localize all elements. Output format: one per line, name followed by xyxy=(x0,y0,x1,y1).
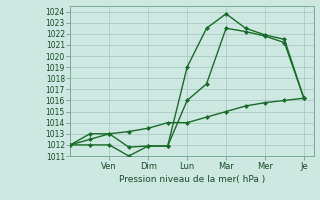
X-axis label: Pression niveau de la mer( hPa ): Pression niveau de la mer( hPa ) xyxy=(119,175,265,184)
